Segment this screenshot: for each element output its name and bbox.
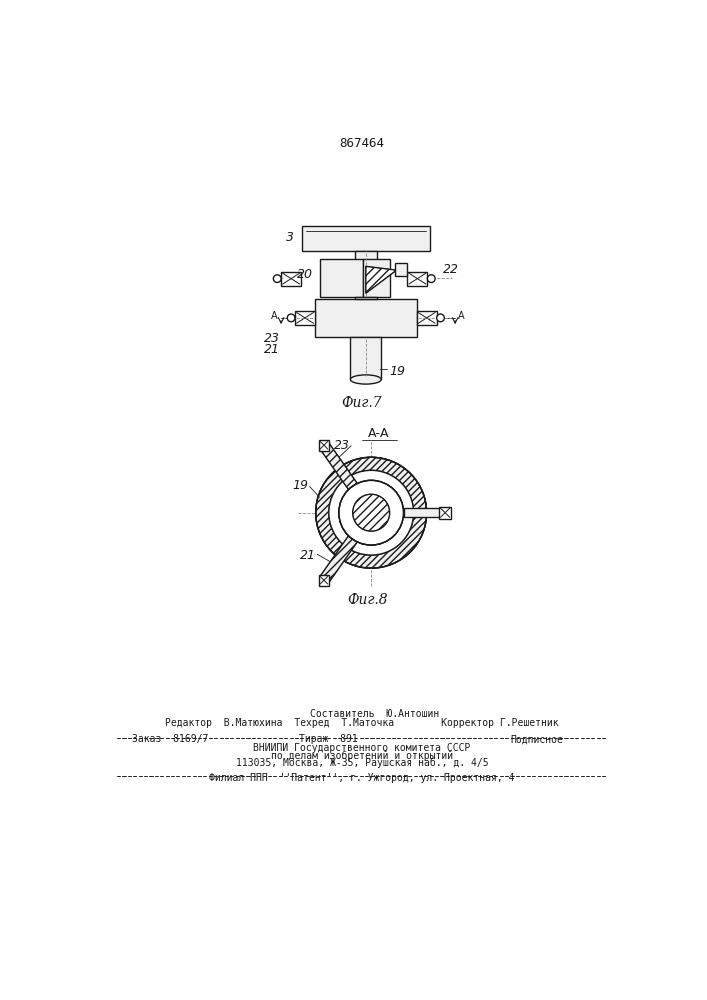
Circle shape [316,457,426,568]
Bar [319,575,329,586]
Text: Фиг.7: Фиг.7 [341,396,382,410]
Ellipse shape [351,375,381,384]
Text: 3: 3 [286,231,294,244]
Text: 23: 23 [264,332,279,345]
Text: 21: 21 [264,343,279,356]
Bar [355,297,377,299]
Bar [439,507,451,519]
Bar [416,311,437,325]
Circle shape [353,494,390,531]
Text: Редактор  В.Матюхина  Техред  Т.Маточка        Корректор Г.Решетник: Редактор В.Матюхина Техред Т.Маточка Кор… [165,718,559,728]
Bar [355,251,377,266]
Text: А: А [271,311,278,321]
Text: 867464: 867464 [339,137,385,150]
Bar [363,259,390,297]
Polygon shape [320,536,357,583]
Bar [302,226,430,251]
Circle shape [329,470,414,555]
Circle shape [353,494,390,531]
Bar [404,508,448,517]
Text: А: А [458,311,464,321]
Text: Тираж  891: Тираж 891 [300,734,358,744]
Text: по делам изобретений и открытий: по делам изобретений и открытий [271,750,453,761]
Polygon shape [320,442,357,489]
Bar [320,259,363,297]
Circle shape [339,480,404,545]
Bar [351,337,381,379]
Text: А-А: А-А [368,427,390,440]
Text: 113035, Москва, Ж-35, Раушская наб., д. 4/5: 113035, Москва, Ж-35, Раушская наб., д. … [235,758,489,768]
Text: 19: 19 [292,479,308,492]
Bar [315,299,416,337]
Text: Подписное: Подписное [510,734,563,744]
Text: 20: 20 [298,267,313,280]
Text: Заказ  8169/7: Заказ 8169/7 [132,734,209,744]
Text: Филиал ППП  ''Патент'', г. Ужгород, ул. Проектная, 4: Филиал ППП ''Патент'', г. Ужгород, ул. П… [209,773,515,783]
Text: Составитель  Ю.Антошин: Составитель Ю.Антошин [310,709,440,719]
Text: 22: 22 [443,263,459,276]
Text: 23: 23 [334,439,350,452]
Text: 19: 19 [389,365,405,378]
Ellipse shape [428,275,435,282]
Bar [319,440,329,451]
Text: 21: 21 [300,549,316,562]
Text: Фиг.8: Фиг.8 [347,593,387,607]
Circle shape [339,480,404,545]
Polygon shape [366,266,397,293]
Bar [407,272,428,286]
Ellipse shape [287,314,295,322]
Ellipse shape [274,275,281,282]
Ellipse shape [437,314,444,322]
Bar [295,311,315,325]
Bar [281,272,301,286]
Text: ВНИИПИ Государственного комитета СССР: ВНИИПИ Государственного комитета СССР [253,743,471,753]
Bar [395,263,407,276]
